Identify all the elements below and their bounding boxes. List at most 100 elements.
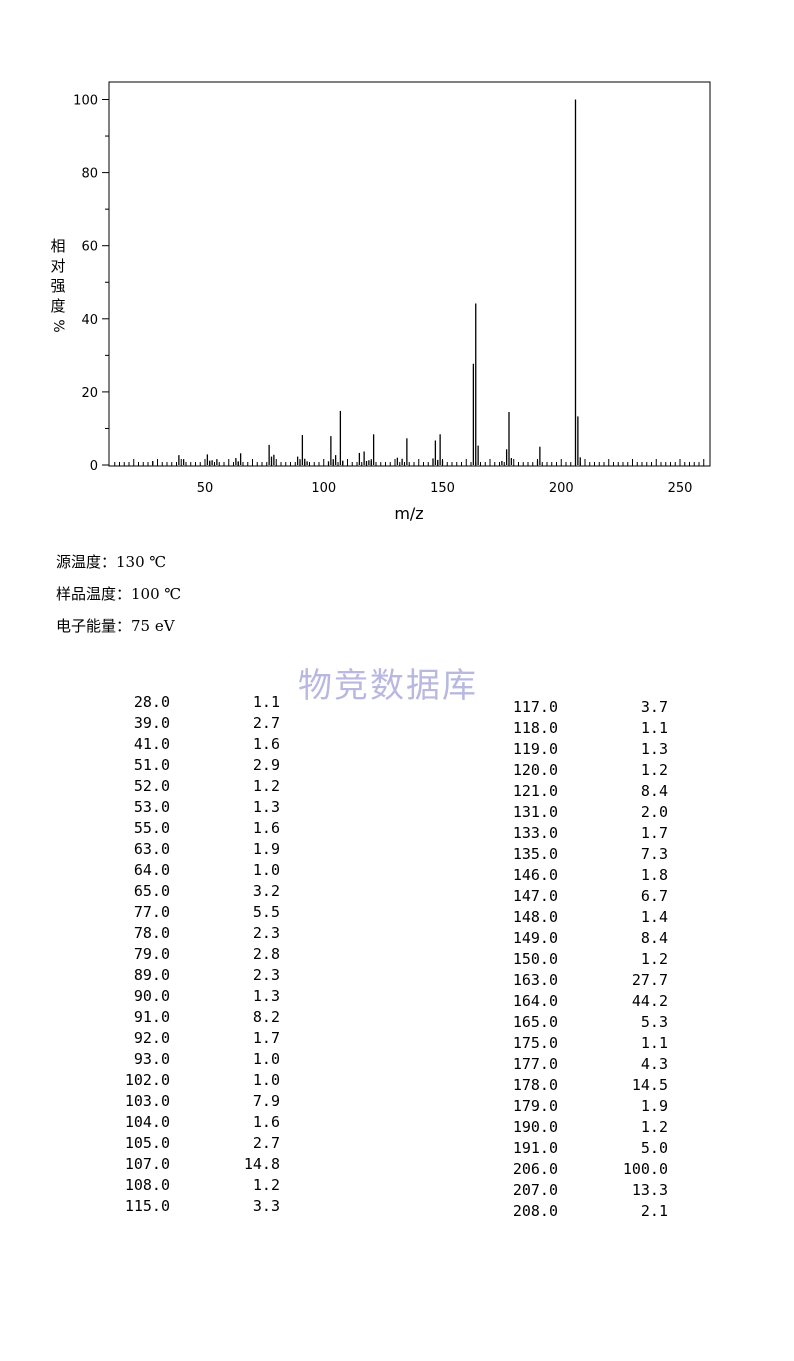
abundance-value: 2.8 <box>252 945 280 963</box>
mz-value: 191.0 <box>512 1139 558 1157</box>
abundance-value: 1.2 <box>640 1118 668 1136</box>
y-tick-label: 20 <box>81 386 98 401</box>
abundance-value: 3.3 <box>252 1197 280 1215</box>
mz-value: 51.0 <box>133 756 170 774</box>
table-row: 177.0 4.3 <box>488 1055 668 1076</box>
table-row: 78.0 2.3 <box>100 924 280 945</box>
mz-value: 91.0 <box>133 1008 170 1026</box>
spectrum-bars <box>152 99 581 465</box>
table-row: 92.0 1.7 <box>100 1029 280 1050</box>
mz-value: 90.0 <box>133 987 170 1005</box>
mz-value: 147.0 <box>512 887 558 905</box>
watermark-logo: 物竞数据库 <box>298 666 478 706</box>
electron-energy: 电子能量：75 eV <box>56 617 175 635</box>
abundance-value: 1.0 <box>252 1050 280 1068</box>
table-row: 117.0 3.7 <box>488 698 668 719</box>
abundance-value: 1.8 <box>640 866 668 884</box>
mz-value: 121.0 <box>512 782 558 800</box>
mz-value: 52.0 <box>133 777 170 795</box>
table-row: 65.0 3.2 <box>100 882 280 903</box>
mz-value: 77.0 <box>133 903 170 921</box>
abundance-value: 8.2 <box>252 1008 280 1026</box>
abundance-value: 2.7 <box>252 1134 280 1152</box>
abundance-value: 44.2 <box>631 992 668 1010</box>
abundance-value: 5.3 <box>640 1013 668 1031</box>
table-row: 178.0 14.5 <box>488 1076 668 1097</box>
table-row: 148.0 1.4 <box>488 908 668 929</box>
mz-value: 64.0 <box>133 861 170 879</box>
table-row: 89.0 2.3 <box>100 966 280 987</box>
table-row: 164.0 44.2 <box>488 992 668 1013</box>
x-tick-label: 200 <box>549 481 574 496</box>
abundance-value: 1.9 <box>640 1097 668 1115</box>
table-row: 77.0 5.5 <box>100 903 280 924</box>
mz-value: 150.0 <box>512 950 558 968</box>
table-row: 146.0 1.8 <box>488 866 668 887</box>
y-label-unit: % <box>50 319 66 333</box>
abundance-value: 1.1 <box>640 719 668 737</box>
abundance-value: 8.4 <box>640 929 668 947</box>
table-row: 175.0 1.1 <box>488 1034 668 1055</box>
table-row: 79.0 2.8 <box>100 945 280 966</box>
mz-value: 190.0 <box>512 1118 558 1136</box>
table-row: 53.0 1.3 <box>100 798 280 819</box>
mz-value: 41.0 <box>133 735 170 753</box>
abundance-value: 1.7 <box>252 1029 280 1047</box>
mz-value: 93.0 <box>133 1050 170 1068</box>
abundance-value: 1.0 <box>252 1071 280 1089</box>
table-row: 133.0 1.7 <box>488 824 668 845</box>
table-row: 28.0 1.1 <box>100 693 280 714</box>
table-row: 131.0 2.0 <box>488 803 668 824</box>
table-row: 108.0 1.2 <box>100 1176 280 1197</box>
table-row: 52.0 1.2 <box>100 777 280 798</box>
abundance-value: 4.3 <box>640 1055 668 1073</box>
abundance-value: 1.3 <box>252 798 280 816</box>
abundance-value: 14.5 <box>631 1076 668 1094</box>
y-tick-label: 40 <box>81 313 98 328</box>
y-tick-label: 100 <box>73 94 98 109</box>
mz-value: 53.0 <box>133 798 170 816</box>
abundance-value: 7.9 <box>252 1092 280 1110</box>
table-row: 135.0 7.3 <box>488 845 668 866</box>
mz-value: 164.0 <box>512 992 558 1010</box>
y-tick-label: 0 <box>90 459 98 474</box>
mz-value: 119.0 <box>512 740 558 758</box>
abundance-value: 13.3 <box>631 1181 668 1199</box>
table-row: 102.0 1.0 <box>100 1071 280 1092</box>
mz-value: 146.0 <box>512 866 558 884</box>
mz-value: 108.0 <box>124 1176 170 1194</box>
abundance-value: 5.0 <box>640 1139 668 1157</box>
mz-value: 39.0 <box>133 714 170 732</box>
abundance-value: 8.4 <box>640 782 668 800</box>
mz-value: 206.0 <box>512 1160 558 1178</box>
y-label-char: 度 <box>50 297 66 315</box>
sample-temperature: 样品温度：100 ℃ <box>56 585 182 603</box>
mz-value: 118.0 <box>512 719 558 737</box>
mz-value: 78.0 <box>133 924 170 942</box>
x-axis-label: m/z <box>394 504 423 523</box>
table-row: 63.0 1.9 <box>100 840 280 861</box>
table-row: 91.0 8.2 <box>100 1008 280 1029</box>
mz-value: 117.0 <box>512 698 558 716</box>
table-row: 120.0 1.2 <box>488 761 668 782</box>
y-axis-label: 相 对 强 度 % <box>46 236 70 336</box>
table-row: 118.0 1.1 <box>488 719 668 740</box>
table-row: 208.0 2.1 <box>488 1202 668 1223</box>
x-tick-label: 150 <box>430 481 455 496</box>
mz-value: 28.0 <box>133 693 170 711</box>
table-row: 165.0 5.3 <box>488 1013 668 1034</box>
mz-value: 63.0 <box>133 840 170 858</box>
table-row: 93.0 1.0 <box>100 1050 280 1071</box>
mz-value: 133.0 <box>512 824 558 842</box>
y-label-char: 对 <box>50 257 66 275</box>
abundance-value: 1.0 <box>252 861 280 879</box>
x-tick-label: 100 <box>311 481 336 496</box>
table-row: 105.0 2.7 <box>100 1134 280 1155</box>
abundance-value: 2.0 <box>640 803 668 821</box>
mz-value: 120.0 <box>512 761 558 779</box>
abundance-value: 1.2 <box>640 761 668 779</box>
abundance-value: 2.9 <box>252 756 280 774</box>
x-tick-label: 50 <box>197 481 214 496</box>
mz-value: 102.0 <box>124 1071 170 1089</box>
table-row: 90.0 1.3 <box>100 987 280 1008</box>
